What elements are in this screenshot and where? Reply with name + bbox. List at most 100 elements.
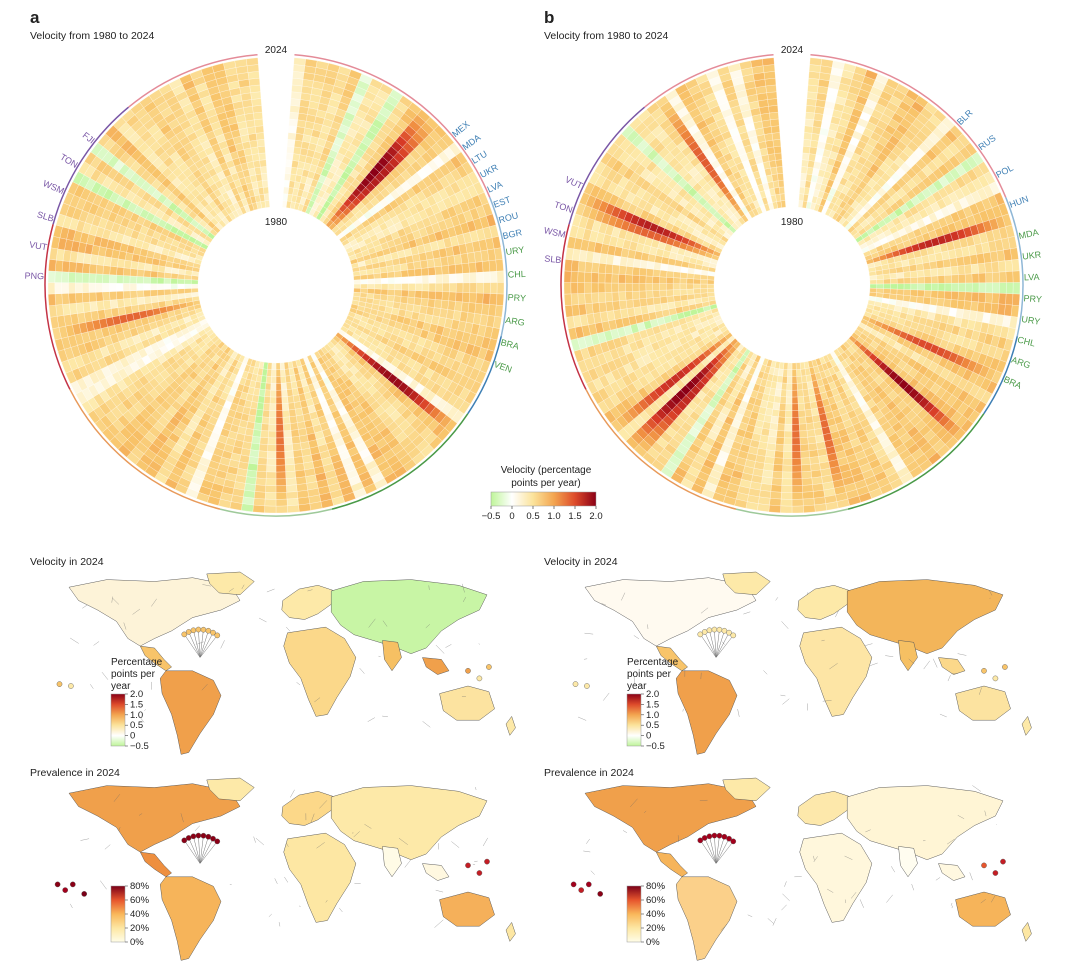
heatmap-cell [591, 272, 599, 283]
heatmap-cell [288, 125, 298, 134]
heatmap-cell [591, 282, 599, 294]
heatmap-cell [284, 173, 291, 181]
heatmap-cell [143, 296, 152, 304]
heatmap-cell [475, 292, 484, 305]
country-label: WSM [41, 178, 65, 196]
heatmap-cell [632, 283, 640, 292]
heatmap-cell [372, 267, 381, 275]
heatmap-cell [454, 301, 463, 312]
country-label: PRY [507, 292, 526, 303]
heatmap-cell [462, 282, 471, 293]
heatmap-cell [82, 301, 91, 313]
heatmap-cell [962, 255, 972, 266]
heatmap-cell [611, 264, 620, 275]
heatmap-cell [935, 305, 944, 315]
heatmap-cell [284, 457, 295, 466]
heatmap-cell [787, 369, 793, 377]
heatmap-cell [259, 437, 269, 445]
heatmap-cell [254, 125, 264, 134]
circular-heatmap-a: PNGVUTSLBWSMTONFJIURYCHLPRYARGBRAVENMEXM… [24, 53, 526, 517]
region-arc [331, 413, 469, 510]
heatmap-cell [924, 283, 932, 291]
heatmap-cell [482, 293, 491, 305]
country-label: LVA [486, 179, 504, 195]
heatmap-cell [977, 262, 986, 274]
heatmap-cell [401, 289, 409, 298]
heatmap-cell [639, 298, 648, 307]
heatmap-cell [707, 291, 715, 298]
heatmap-cell [584, 282, 592, 294]
heatmap-cell [150, 295, 159, 303]
heatmap-cell [618, 274, 626, 284]
heatmap-cell [810, 463, 821, 472]
heatmap-cell [770, 415, 779, 424]
heatmap-cell [285, 464, 296, 472]
heatmap-cell [809, 57, 822, 66]
heatmap-cell [275, 376, 282, 384]
heatmap-cell [801, 152, 810, 161]
heatmap-cell [985, 272, 993, 283]
heatmap-cell [802, 145, 811, 154]
heatmap-cell [809, 456, 820, 465]
heatmap-cell [245, 119, 256, 128]
heatmap-cell [287, 504, 300, 513]
heatmap-cell [270, 383, 277, 391]
heatmap-cell [929, 260, 938, 270]
heatmap-cell [978, 292, 986, 303]
heatmap-cell [757, 503, 770, 512]
heatmap-cell [435, 291, 443, 301]
heatmap-cell [659, 289, 667, 298]
heatmap-cell [672, 277, 681, 284]
heatmap-cell [381, 283, 389, 290]
heatmap-cell [263, 403, 271, 411]
heatmap-cell [448, 273, 457, 284]
heatmap-cell [264, 389, 271, 398]
heatmap-cell [666, 277, 674, 284]
heatmap-cell [806, 98, 817, 107]
heatmap-cell [693, 293, 702, 300]
heatmap-cell [679, 289, 688, 296]
heatmap-cell [800, 173, 807, 181]
heatmap-cell [801, 159, 809, 168]
heatmap-cell [469, 282, 477, 294]
heatmap-cell [435, 283, 443, 292]
heatmap-cell [293, 146, 302, 155]
heatmap-cell [494, 304, 504, 318]
heatmap-cell [659, 283, 667, 291]
heatmap-cell [265, 478, 277, 486]
heatmap-cell [963, 300, 972, 311]
heatmap-cell [413, 260, 422, 270]
heatmap-cell [809, 146, 818, 155]
heatmap-cell [275, 444, 285, 452]
heatmap-cell [136, 269, 145, 277]
heatmap-cell [598, 301, 607, 313]
heatmap-cell [645, 275, 654, 284]
heatmap-cell [957, 265, 966, 275]
heatmap-cell [619, 300, 628, 310]
heatmap-cell [869, 275, 877, 281]
heatmap-cell [275, 485, 287, 493]
heatmap-cell [270, 390, 277, 398]
heatmap-cell [275, 464, 286, 473]
heatmap-cell [82, 262, 91, 274]
heatmap-cell [116, 266, 125, 276]
heatmap-cell [625, 283, 633, 292]
heatmap-cell [943, 298, 952, 308]
heatmap-cell [241, 503, 254, 512]
country-label: ARG [505, 315, 526, 328]
heatmap-cell [256, 402, 265, 411]
heatmap-cell [489, 293, 498, 306]
heatmap-cell [260, 430, 269, 438]
heatmap-cell [784, 417, 793, 425]
country-label: ROU [497, 210, 519, 225]
heatmap-cell [55, 304, 64, 317]
heatmap-cell [950, 266, 959, 276]
heatmap-cell [253, 160, 261, 169]
heatmap-cell [944, 274, 952, 284]
heatmap-cell [393, 295, 402, 303]
heatmap-cell [359, 269, 368, 276]
heatmap-cell [406, 262, 415, 271]
heatmap-cell [367, 278, 375, 285]
heatmap-cell [591, 292, 600, 304]
heatmap-cell [791, 424, 800, 432]
